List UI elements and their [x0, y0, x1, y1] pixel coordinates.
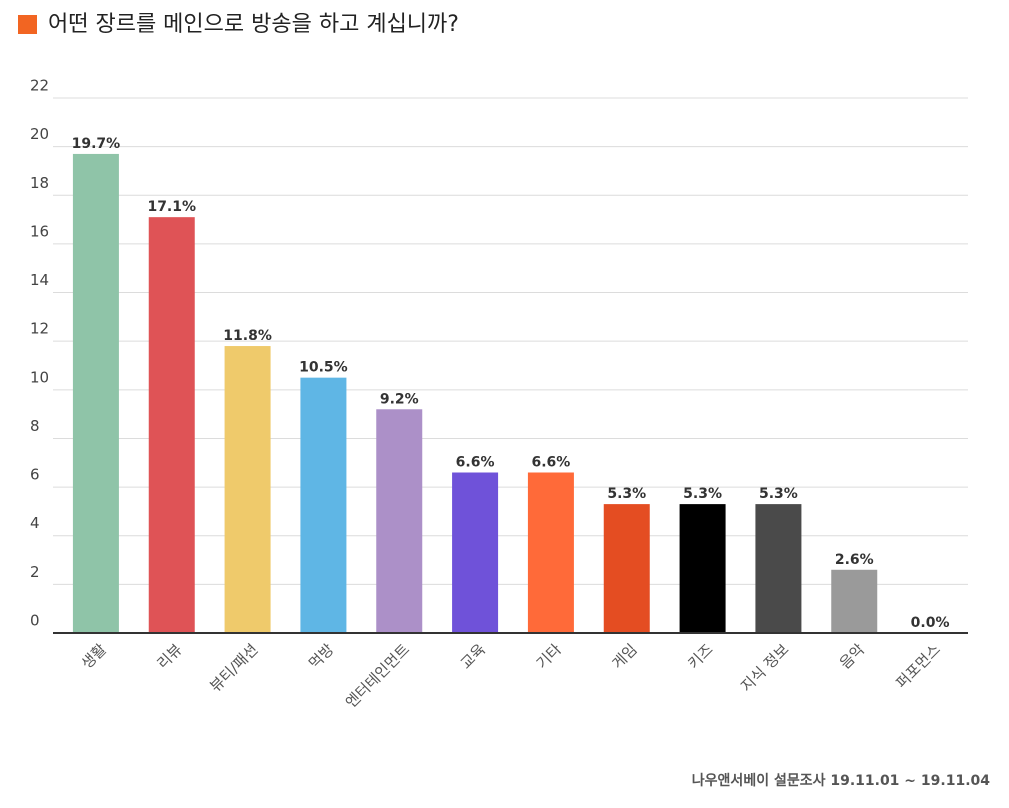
value-label: 0.0%: [911, 615, 950, 631]
value-label: 5.3%: [759, 486, 798, 502]
x-tick-label: 교육: [457, 640, 489, 672]
bar: [452, 472, 499, 633]
y-tick-label: 10: [30, 368, 49, 386]
x-tick-label: 게임: [609, 640, 641, 672]
value-label: 2.6%: [835, 552, 874, 568]
value-label: 19.7%: [72, 136, 121, 152]
x-tick-label: 기타: [533, 640, 565, 672]
bar: [527, 472, 574, 633]
y-tick-label: 22: [30, 77, 49, 95]
bar: [679, 504, 726, 633]
value-label: 5.3%: [683, 486, 722, 502]
x-tick-label: 생활: [78, 640, 110, 672]
bar: [300, 377, 347, 633]
y-tick-label: 16: [30, 222, 49, 240]
y-tick-label: 12: [30, 320, 49, 338]
x-tick-label: 리뷰: [154, 640, 186, 672]
source: 나우앤서베이 설문조사 19.11.01 ~ 19.11.04: [692, 772, 990, 789]
value-label: 10.5%: [299, 360, 348, 376]
bar: [224, 346, 271, 633]
x-tick-label: 뷰티/패션: [206, 640, 261, 695]
bar: [755, 504, 802, 633]
x-tick-label: 퍼포먼스: [892, 640, 944, 692]
title-marker: [18, 15, 37, 34]
bar: [831, 569, 878, 633]
y-tick-label: 14: [30, 271, 49, 289]
y-tick-label: 0: [30, 612, 40, 630]
y-tick-label: 6: [30, 466, 40, 484]
y-tick-label: 2: [30, 563, 40, 581]
value-label: 11.8%: [223, 328, 272, 344]
value-label: 5.3%: [607, 486, 646, 502]
x-tick-label: 지식 정보: [737, 640, 792, 695]
chart-title: 어떤 장르를 메인으로 방송을 하고 계십니까?: [48, 12, 459, 37]
x-tick-label: 음악: [836, 640, 868, 672]
y-tick-label: 4: [30, 514, 40, 532]
value-label: 17.1%: [147, 199, 196, 215]
x-tick-label: 먹방: [305, 640, 337, 672]
x-tick-label: 엔터테인먼트: [342, 640, 413, 711]
value-label: 9.2%: [380, 391, 419, 407]
x-tick-label: 키즈: [684, 640, 716, 672]
value-label: 6.6%: [532, 455, 571, 471]
y-tick-label: 20: [30, 125, 49, 143]
bar: [376, 409, 423, 633]
y-tick-label: 8: [30, 417, 40, 435]
value-label: 6.6%: [456, 455, 495, 471]
bar: [148, 217, 195, 633]
bar: [72, 153, 119, 633]
bar: [603, 504, 650, 633]
y-tick-label: 18: [30, 174, 49, 192]
